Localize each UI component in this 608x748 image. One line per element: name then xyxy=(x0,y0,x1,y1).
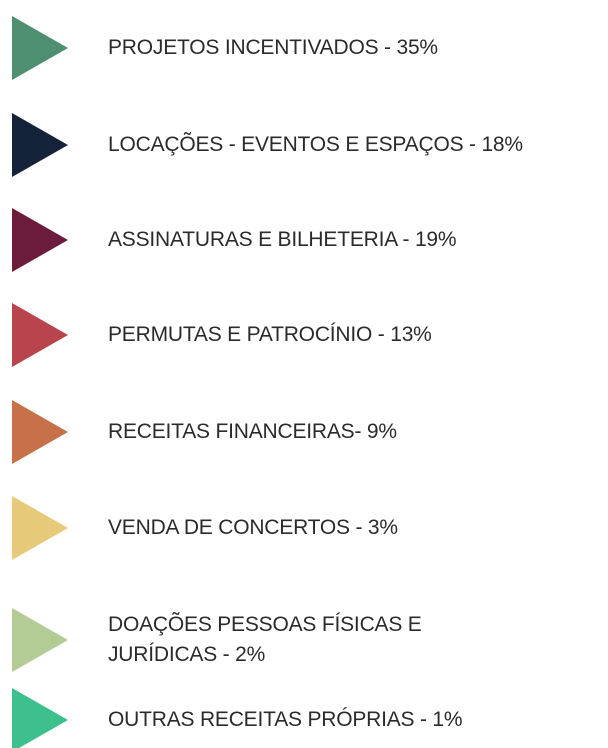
legend-item: RECEITAS FINANCEIRAS- 9% xyxy=(0,400,608,464)
label-line: OUTRAS RECEITAS PRÓPRIAS - 1% xyxy=(108,708,463,731)
legend-item: LOCAÇÕES - EVENTOS E ESPAÇOS - 18% xyxy=(0,113,608,177)
triangle-icon xyxy=(12,16,68,80)
triangle xyxy=(12,608,68,672)
label-line: JURÍDICAS - 2% xyxy=(108,643,266,666)
triangle-icon xyxy=(12,208,68,272)
legend-item: PROJETOS INCENTIVADOS - 35% xyxy=(0,16,608,80)
legend-label: ASSINATURAS E BILHETERIA - 19% xyxy=(108,225,457,255)
legend-label: PROJETOS INCENTIVADOS - 35% xyxy=(108,33,438,63)
triangle xyxy=(12,303,68,367)
triangle-icon xyxy=(12,496,68,560)
legend-item: ASSINATURAS E BILHETERIA - 19% xyxy=(0,208,608,272)
legend-label: OUTRAS RECEITAS PRÓPRIAS - 1% xyxy=(108,705,463,735)
legend-item: VENDA DE CONCERTOS - 3% xyxy=(0,496,608,560)
legend-label: VENDA DE CONCERTOS - 3% xyxy=(108,513,398,543)
label-line: RECEITAS FINANCEIRAS- 9% xyxy=(108,420,397,443)
triangle-icon xyxy=(12,688,68,748)
legend-label: LOCAÇÕES - EVENTOS E ESPAÇOS - 18% xyxy=(108,130,523,160)
triangle xyxy=(12,208,68,272)
label-line: VENDA DE CONCERTOS - 3% xyxy=(108,516,398,539)
triangle xyxy=(12,16,68,80)
label-line: PERMUTAS E PATROCÍNIO - 13% xyxy=(108,323,432,346)
label-line: LOCAÇÕES - EVENTOS E ESPAÇOS - 18% xyxy=(108,133,523,156)
triangle-icon xyxy=(12,400,68,464)
triangle xyxy=(12,688,68,748)
label-line: PROJETOS INCENTIVADOS - 35% xyxy=(108,36,438,59)
label-line: DOAÇÕES PESSOAS FÍSICAS E xyxy=(108,613,422,636)
triangle-icon xyxy=(12,303,68,367)
label-line: ASSINATURAS E BILHETERIA - 19% xyxy=(108,228,457,251)
triangle xyxy=(12,113,68,177)
legend-item: PERMUTAS E PATROCÍNIO - 13% xyxy=(0,303,608,367)
triangle xyxy=(12,496,68,560)
legend-item: OUTRAS RECEITAS PRÓPRIAS - 1% xyxy=(0,688,608,748)
legend-item: DOAÇÕES PESSOAS FÍSICAS E JURÍDICAS - 2% xyxy=(0,608,608,672)
legend-label: RECEITAS FINANCEIRAS- 9% xyxy=(108,417,397,447)
triangle-icon xyxy=(12,608,68,672)
legend-label: DOAÇÕES PESSOAS FÍSICAS E JURÍDICAS - 2% xyxy=(108,610,422,670)
triangle xyxy=(12,400,68,464)
legend-label: PERMUTAS E PATROCÍNIO - 13% xyxy=(108,320,432,350)
triangle-icon xyxy=(12,113,68,177)
